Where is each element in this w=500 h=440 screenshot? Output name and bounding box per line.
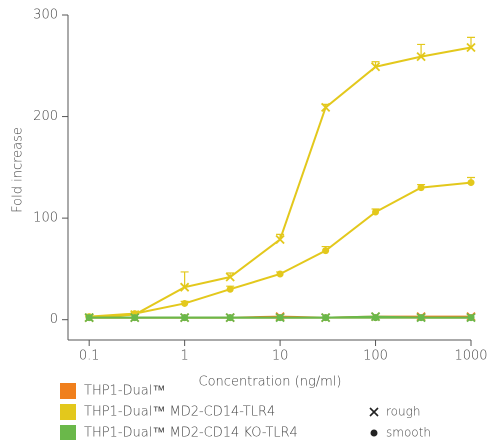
legend-marker [370,429,378,437]
x-tick-label: 1 [180,349,188,364]
data-point [467,179,475,187]
x-tick-label: 10 [272,349,289,364]
legend-marker-label: smooth [386,426,431,440]
y-tick-label: 100 [33,211,58,226]
data-point [226,314,234,322]
data-point [466,42,476,53]
data-point [226,285,234,293]
data-point [276,270,284,278]
data-point [417,314,425,322]
data-point [85,314,93,322]
data-point [131,314,139,322]
data-point [320,102,331,113]
y-tick-label: 300 [33,8,58,23]
data-point [276,314,284,322]
data-point [181,299,189,307]
legend-marker-label: rough [386,405,420,419]
legend-label: THP1-Dual™ MD2-CD14-TLR4 [84,405,275,420]
error-bar [467,36,475,48]
legend-swatch [60,404,76,420]
y-tick-label: 0 [50,312,58,327]
data-point [225,272,235,282]
data-point [179,282,190,292]
data-point [417,184,425,192]
data-point [275,234,285,245]
error-bar [180,271,189,288]
legend-label: THP1-Dual™ MD2-CD14 KO-TLR4 [84,426,298,440]
legend-swatch [60,383,76,399]
series-line [89,181,472,318]
legend-label: THP1-Dual™ [84,384,165,399]
y-axis-label: Fold increase [11,127,26,213]
x-tick-label: 100 [363,349,388,364]
y-tick-label: 200 [33,109,58,124]
data-point [372,208,380,216]
error-bar [417,43,426,57]
data-point [181,314,189,322]
data-point [372,314,380,322]
data-point [467,314,475,322]
x-axis-label: Concentration (ng/ml) [199,375,342,390]
legend-marker [369,407,379,417]
data-point [416,52,426,62]
x-tick-label: 1000 [454,349,487,364]
data-point [322,314,330,322]
data-point [322,247,330,255]
x-tick-label: 0.1 [79,349,100,364]
legend-swatch [60,425,76,440]
data-point [370,62,381,72]
